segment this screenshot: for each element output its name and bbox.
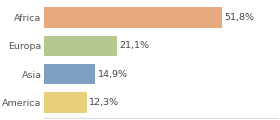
Text: 12,3%: 12,3% bbox=[89, 98, 119, 107]
Text: 14,9%: 14,9% bbox=[98, 70, 128, 79]
Bar bbox=[44, 92, 87, 113]
Text: 51,8%: 51,8% bbox=[225, 13, 255, 22]
Bar bbox=[44, 36, 117, 56]
Text: 21,1%: 21,1% bbox=[119, 41, 149, 50]
Bar bbox=[44, 64, 95, 84]
Bar bbox=[44, 7, 222, 28]
